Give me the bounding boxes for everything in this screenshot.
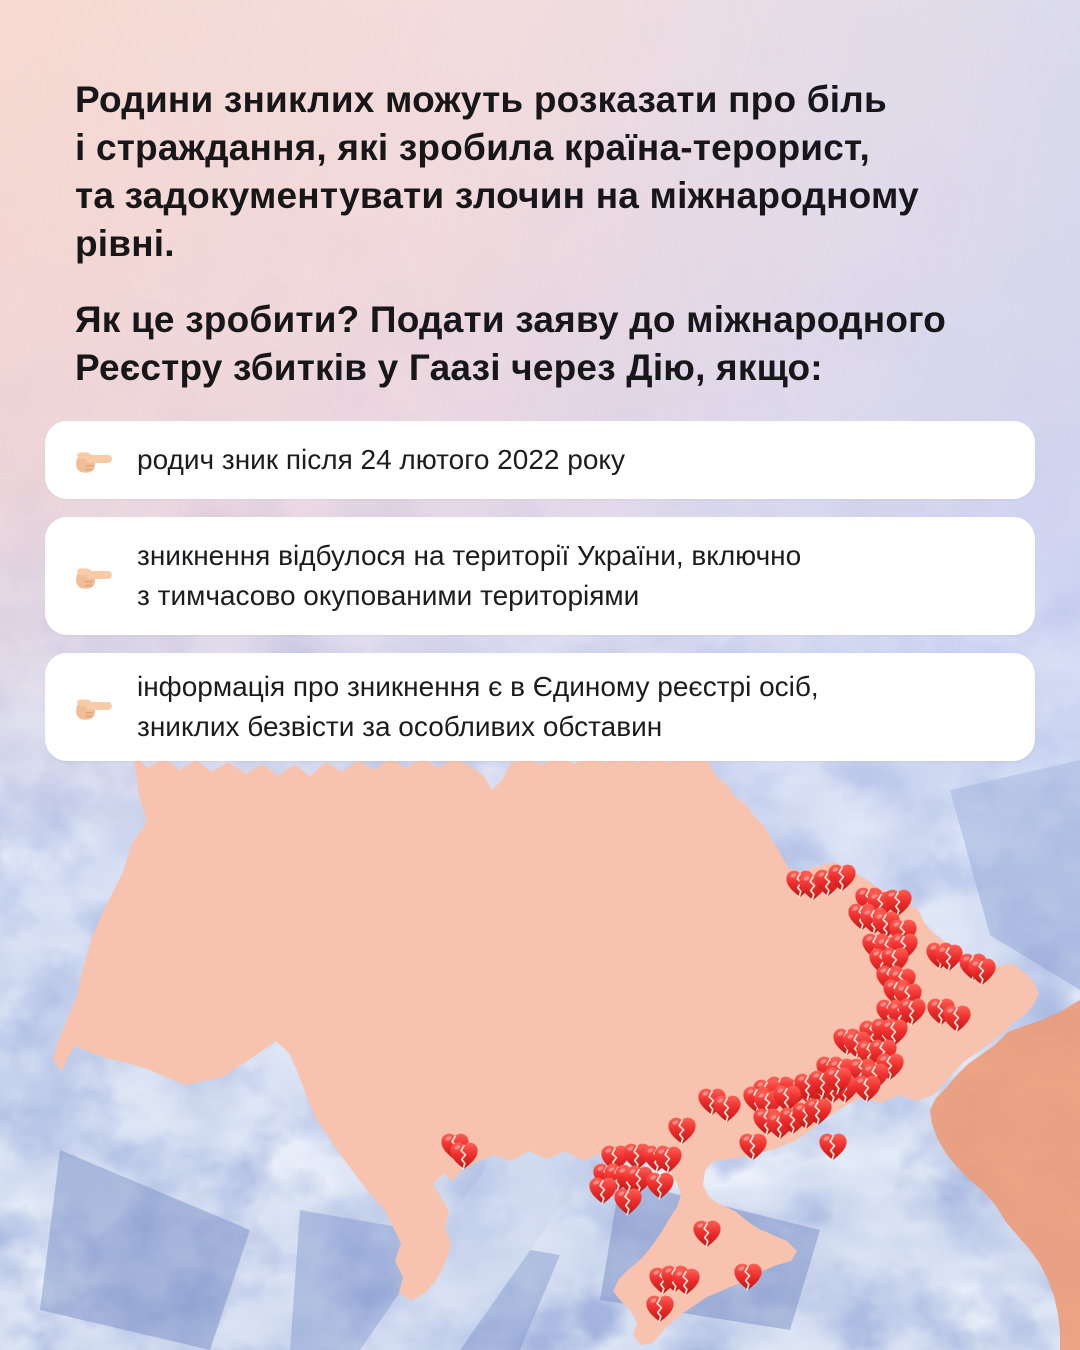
condition-card-text: зникнення відбулося на території України… [137,540,802,611]
condition-card-2: зникнення відбулося на території України… [45,517,1035,635]
broken-heart-icon [588,1176,618,1205]
condition-card-text: інформація про зникнення є в Єдиному реє… [137,671,819,742]
condition-card-3: інформація про зникнення є в Єдиному реє… [45,653,1035,761]
broken-heart-icon [613,1187,643,1216]
broken-heart-icon [733,1262,763,1291]
russia-landmass [930,1000,1080,1350]
pointing-right-icon [73,686,115,728]
pointing-right-icon [73,439,115,481]
condition-card-1: родич зник після 24 лютого 2022 року [45,421,1035,499]
intro-paragraph: Родини зниклих можуть розказати про біль… [75,79,919,264]
ukraine-silhouette [53,755,1039,1345]
broken-heart-icon [645,1171,675,1200]
howto-heading: Як це зробити? Подати заяву до міжнародн… [75,299,947,388]
condition-card-text: родич зник після 24 лютого 2022 року [137,444,625,475]
broken-heart-icon [818,1132,848,1161]
pointing-right-icon [73,555,115,597]
